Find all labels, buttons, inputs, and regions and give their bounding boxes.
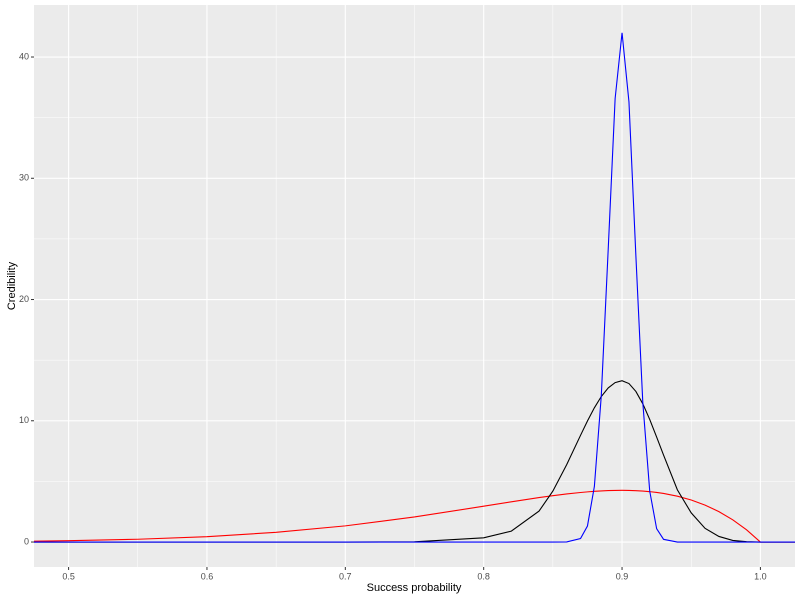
- x-tick-label: 0.8: [477, 571, 490, 581]
- x-axis-title: Success probability: [367, 582, 462, 594]
- y-axis-title: Credibility: [6, 261, 18, 310]
- lines: [33, 32, 795, 543]
- y-tick-label: 0: [24, 536, 29, 546]
- x-tick-label: 1.0: [754, 571, 767, 581]
- grid: [34, 5, 795, 567]
- x-tick-label: 0.6: [201, 571, 214, 581]
- x-tick-label: 0.9: [616, 571, 629, 581]
- series-line: [33, 489, 795, 543]
- axes: 0.5 0.6 0.7 0.8 0.9 1.0 0 10 20 30 40: [19, 51, 767, 581]
- y-tick-label: 40: [19, 51, 29, 61]
- x-tick-label: 0.5: [62, 571, 75, 581]
- y-tick-label: 20: [19, 294, 29, 304]
- x-tick-label: 0.7: [339, 571, 352, 581]
- y-tick-label: 30: [19, 173, 29, 183]
- y-tick-label: 10: [19, 415, 29, 425]
- series-line: [34, 32, 795, 543]
